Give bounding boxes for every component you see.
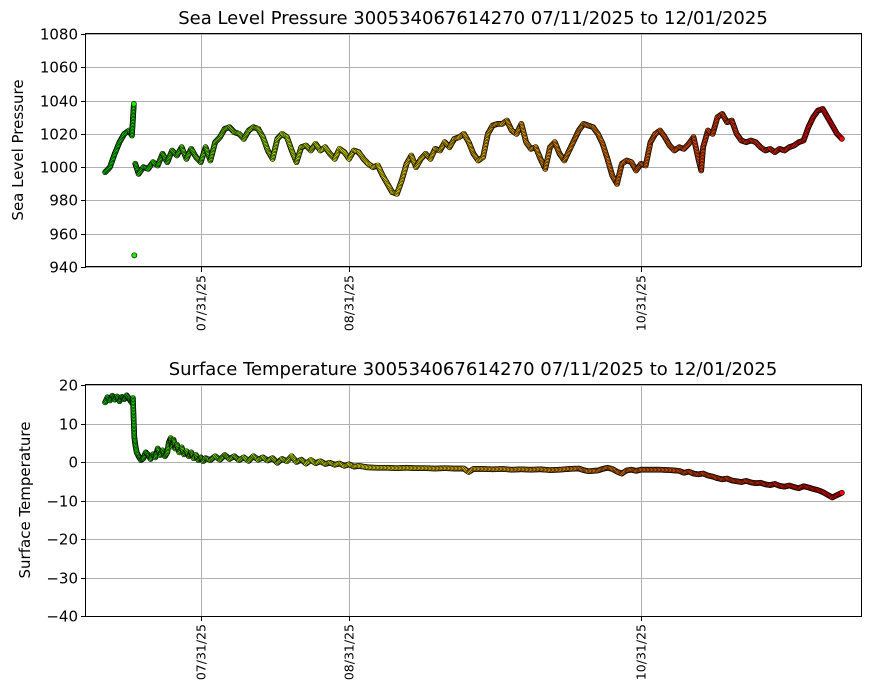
surface-temperature-chart: Surface Temperature 300534067614270 07/1…: [16, 359, 862, 680]
plot-frame: [85, 33, 862, 267]
y-axis-label: Surface Temperature: [16, 422, 34, 579]
data-point: [131, 252, 138, 259]
y-tick-label: −20: [46, 531, 78, 549]
x-tick-label: 07/31/25: [194, 624, 209, 680]
y-tick-label: −30: [46, 570, 78, 588]
y-tick-label: 960: [49, 226, 78, 244]
y-tick-label: 1060: [40, 59, 78, 77]
chart-title: Sea Level Pressure 300534067614270 07/11…: [178, 8, 768, 29]
y-tick-label: 20: [59, 377, 78, 395]
data-point: [838, 489, 845, 496]
plot-frame: [85, 384, 862, 617]
x-tick-label: 07/31/25: [194, 275, 209, 331]
y-tick-label: 1000: [40, 159, 78, 177]
y-tick-label: 10: [59, 416, 78, 434]
x-tick-label: 10/31/25: [634, 275, 649, 331]
y-tick-label: 1080: [40, 26, 78, 44]
y-tick-label: 980: [49, 192, 78, 210]
data-point: [838, 135, 845, 142]
y-axis-label: Sea Level Pressure: [9, 79, 27, 220]
x-tick-label: 08/31/25: [342, 624, 357, 680]
y-tick-label: −10: [46, 493, 78, 511]
x-tick-label: 10/31/25: [634, 624, 649, 680]
x-tick-label: 08/31/25: [342, 275, 357, 331]
y-tick-label: −40: [46, 608, 78, 626]
sea-level-pressure-chart: Sea Level Pressure 300534067614270 07/11…: [9, 8, 862, 331]
y-tick-label: 940: [49, 259, 78, 277]
y-tick-label: 0: [68, 454, 78, 472]
data-point: [130, 101, 137, 107]
y-tick-label: 1040: [40, 93, 78, 111]
chart-title: Surface Temperature 300534067614270 07/1…: [169, 359, 778, 380]
y-tick-label: 1020: [40, 126, 78, 144]
